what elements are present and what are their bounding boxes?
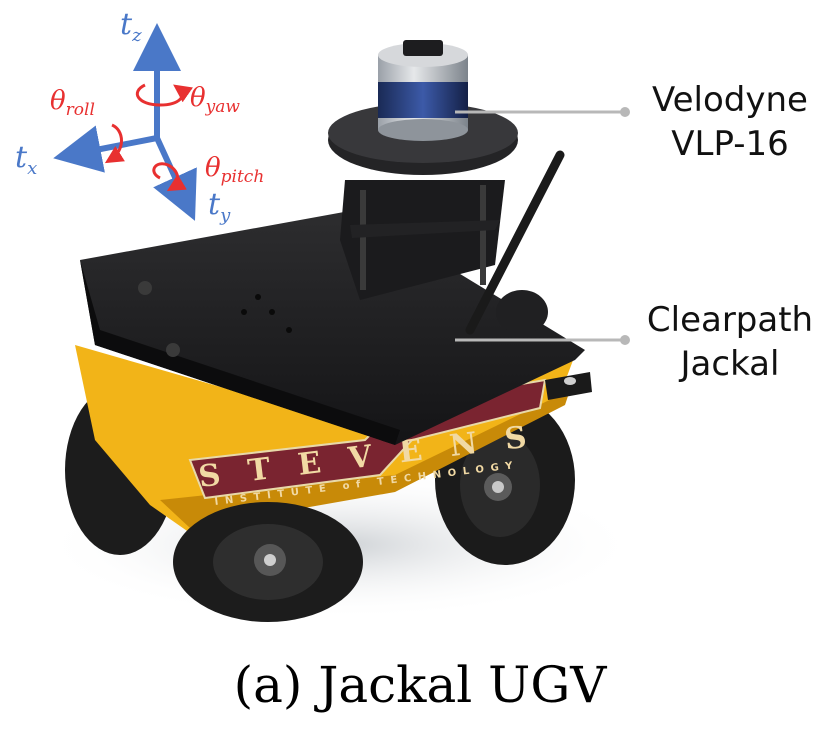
callout-lidar-line2: VLP-16 — [671, 124, 789, 164]
callout-robot-line1: Clearpath — [646, 300, 814, 340]
antenna — [465, 150, 565, 335]
tx-label: tx — [15, 140, 38, 179]
yaw-label: θyaw — [190, 83, 240, 118]
ty-label: ty — [208, 187, 231, 226]
callout-line-robot — [455, 335, 630, 345]
callout-line-lidar — [455, 107, 630, 117]
top-plate — [80, 210, 585, 445]
figure-caption: (a) Jackal UGV — [233, 656, 607, 714]
roll-rotation-arrow — [104, 123, 125, 164]
front-bracket — [545, 372, 592, 400]
roll-label: θroll — [50, 86, 95, 121]
front-left-wheel — [173, 502, 363, 622]
velodyne-lidar — [378, 40, 468, 141]
tx-axis-arrow — [53, 125, 158, 173]
pitch-label: θpitch — [205, 153, 265, 188]
yaw-rotation-arrow — [135, 83, 193, 107]
callout-robot-line2: Jackal — [680, 344, 780, 384]
callout-robot: Clearpath Jackal — [640, 298, 820, 386]
tz-label: tz — [120, 7, 142, 46]
pitch-rotation-arrow — [152, 162, 187, 192]
coordinate-frame — [53, 23, 197, 221]
callout-lidar: Velodyne VLP-16 — [640, 78, 820, 166]
ty-axis-arrow — [153, 136, 197, 221]
callout-lidar-line1: Velodyne — [652, 80, 808, 120]
